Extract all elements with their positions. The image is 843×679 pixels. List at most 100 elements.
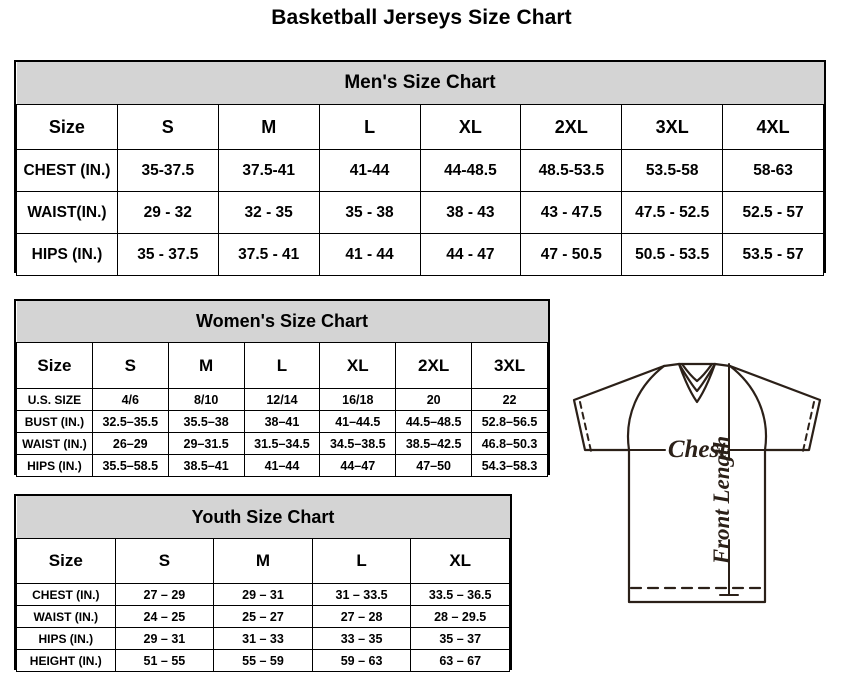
youth-cell-waist-xl: 28 – 29.5 xyxy=(410,605,510,628)
womens-col-header-m: M xyxy=(167,342,245,389)
womens-header-row: Size S M L XL 2XL 3XL xyxy=(16,342,548,389)
mens-cell-hips-s: 35 - 37.5 xyxy=(116,233,219,276)
womens-cell-hips-3xl: 54.3–58.3 xyxy=(471,454,548,477)
womens-cell-bust-xl: 41–44.5 xyxy=(319,410,397,433)
youth-cell-chest-xl: 33.5 – 36.5 xyxy=(410,583,510,606)
mens-cell-waist-l: 35 - 38 xyxy=(318,191,421,234)
womens-cell-waist-s: 26–29 xyxy=(91,432,169,455)
page-title: Basketball Jerseys Size Chart xyxy=(271,6,572,29)
womens-cell-bust-m: 35.5–38 xyxy=(167,410,245,433)
mens-cell-hips-xl: 44 - 47 xyxy=(419,233,522,276)
table-row: WAIST (IN.) 24 – 25 25 – 27 27 – 28 28 –… xyxy=(16,605,510,628)
youth-chart-band-title: Youth Size Chart xyxy=(16,496,510,539)
womens-cell-bust-3xl: 52.8–56.5 xyxy=(471,410,548,433)
womens-cell-ussize-xl: 16/18 xyxy=(319,388,397,411)
table-row: WAIST(IN.) 29 - 32 32 - 35 35 - 38 38 - … xyxy=(16,191,824,234)
womens-cell-waist-3xl: 46.8–50.3 xyxy=(471,432,548,455)
womens-cell-waist-m: 29–31.5 xyxy=(167,432,245,455)
youth-cell-chest-l: 31 – 33.5 xyxy=(311,583,412,606)
mens-cell-chest-l: 41-44 xyxy=(318,149,421,192)
womens-cell-waist-l: 31.5–34.5 xyxy=(243,432,321,455)
right-sleeve-hem-icon xyxy=(802,401,815,452)
mens-cell-waist-s: 29 - 32 xyxy=(116,191,219,234)
youth-col-header-s: S xyxy=(114,538,215,584)
left-shoulder-seam-icon xyxy=(662,362,681,368)
jersey-measurement-diagram: Chest Front Length xyxy=(552,350,842,650)
mens-cell-chest-s: 35-37.5 xyxy=(116,149,219,192)
womens-row-label-hips: HIPS (IN.) xyxy=(16,454,93,477)
youth-header-row: Size S M L XL xyxy=(16,538,510,584)
youth-cell-height-xl: 63 – 67 xyxy=(410,649,510,672)
womens-band-row: Women's Size Chart xyxy=(16,301,548,343)
table-row: HIPS (IN.) 35.5–58.5 38.5–41 41–44 44–47… xyxy=(16,454,548,477)
womens-col-header-size: Size xyxy=(16,342,93,389)
womens-col-header-s: S xyxy=(91,342,169,389)
front-length-label: Front Length xyxy=(709,436,734,565)
mens-cell-hips-4xl: 53.5 - 57 xyxy=(722,233,824,276)
mens-cell-waist-2xl: 43 - 47.5 xyxy=(520,191,623,234)
mens-row-label-waist: WAIST(IN.) xyxy=(16,191,118,234)
womens-cell-hips-s: 35.5–58.5 xyxy=(91,454,169,477)
youth-cell-waist-s: 24 – 25 xyxy=(114,605,215,628)
womens-col-header-xl: XL xyxy=(319,342,397,389)
mens-cell-waist-3xl: 47.5 - 52.5 xyxy=(621,191,724,234)
jersey-svg: Chest Front Length xyxy=(572,362,822,604)
youth-band-row: Youth Size Chart xyxy=(16,496,510,539)
womens-cell-bust-s: 32.5–35.5 xyxy=(91,410,169,433)
womens-cell-ussize-2xl: 20 xyxy=(395,388,473,411)
womens-chart-band-title: Women's Size Chart xyxy=(16,301,548,343)
youth-row-label-chest: CHEST (IN.) xyxy=(16,583,116,606)
youth-col-header-size: Size xyxy=(16,538,116,584)
youth-row-label-height: HEIGHT (IN.) xyxy=(16,649,116,672)
mens-col-header-s: S xyxy=(116,104,219,150)
womens-size-table: Women's Size Chart Size S M L XL 2XL 3XL… xyxy=(16,301,548,477)
mens-cell-waist-xl: 38 - 43 xyxy=(419,191,522,234)
mens-cell-hips-l: 41 - 44 xyxy=(318,233,421,276)
mens-col-header-2xl: 2XL xyxy=(520,104,623,150)
womens-cell-ussize-l: 12/14 xyxy=(243,388,321,411)
mens-row-label-hips: HIPS (IN.) xyxy=(16,233,118,276)
table-row: HIPS (IN.) 29 – 31 31 – 33 33 – 35 35 – … xyxy=(16,627,510,650)
womens-row-label-waist: WAIST (IN.) xyxy=(16,432,93,455)
mens-cell-chest-m: 37.5-41 xyxy=(217,149,320,192)
mens-row-label-chest: CHEST (IN.) xyxy=(16,149,118,192)
youth-cell-hips-xl: 35 – 37 xyxy=(410,627,510,650)
youth-size-chart: Youth Size Chart Size S M L XL CHEST (IN… xyxy=(14,494,512,672)
youth-col-header-xl: XL xyxy=(410,538,510,584)
youth-col-header-m: M xyxy=(213,538,313,584)
youth-cell-height-l: 59 – 63 xyxy=(311,649,412,672)
womens-cell-bust-l: 38–41 xyxy=(243,410,321,433)
youth-cell-hips-s: 29 – 31 xyxy=(114,627,215,650)
womens-cell-hips-xl: 44–47 xyxy=(319,454,397,477)
right-armhole-icon xyxy=(728,364,767,452)
mens-col-header-4xl: 4XL xyxy=(722,104,824,150)
jersey-outline-group xyxy=(572,362,822,604)
youth-cell-height-m: 55 – 59 xyxy=(213,649,313,672)
womens-col-header-l: L xyxy=(243,342,321,389)
mens-col-header-l: L xyxy=(318,104,421,150)
youth-cell-waist-m: 25 – 27 xyxy=(213,605,313,628)
table-row: HEIGHT (IN.) 51 – 55 55 – 59 59 – 63 63 … xyxy=(16,649,510,672)
womens-cell-bust-2xl: 44.5–48.5 xyxy=(395,410,473,433)
mens-col-header-size: Size xyxy=(16,104,118,150)
mens-cell-chest-4xl: 58-63 xyxy=(722,149,824,192)
chest-label: Chest xyxy=(668,436,727,463)
womens-cell-hips-2xl: 47–50 xyxy=(395,454,473,477)
table-row: U.S. SIZE 4/6 8/10 12/14 16/18 20 22 xyxy=(16,388,548,411)
table-row: HIPS (IN.) 35 - 37.5 37.5 - 41 41 - 44 4… xyxy=(16,233,824,276)
womens-size-chart: Women's Size Chart Size S M L XL 2XL 3XL… xyxy=(14,299,550,477)
mens-cell-waist-4xl: 52.5 - 57 xyxy=(722,191,824,234)
womens-col-header-2xl: 2XL xyxy=(395,342,473,389)
table-row: CHEST (IN.) 27 – 29 29 – 31 31 – 33.5 33… xyxy=(16,583,510,606)
mens-band-row: Men's Size Chart xyxy=(16,62,824,105)
womens-col-header-3xl: 3XL xyxy=(471,342,548,389)
mens-cell-hips-3xl: 50.5 - 53.5 xyxy=(621,233,724,276)
womens-cell-ussize-s: 4/6 xyxy=(91,388,169,411)
table-row: CHEST (IN.) 35-37.5 37.5-41 41-44 44-48.… xyxy=(16,149,824,192)
vneck-outer-icon xyxy=(677,362,717,404)
jersey-body-icon xyxy=(627,448,767,604)
collar-lip-icon xyxy=(680,362,714,383)
mens-col-header-m: M xyxy=(217,104,320,150)
womens-cell-waist-xl: 34.5–38.5 xyxy=(319,432,397,455)
mens-size-table: Men's Size Chart Size S M L XL 2XL 3XL 4… xyxy=(16,62,824,276)
